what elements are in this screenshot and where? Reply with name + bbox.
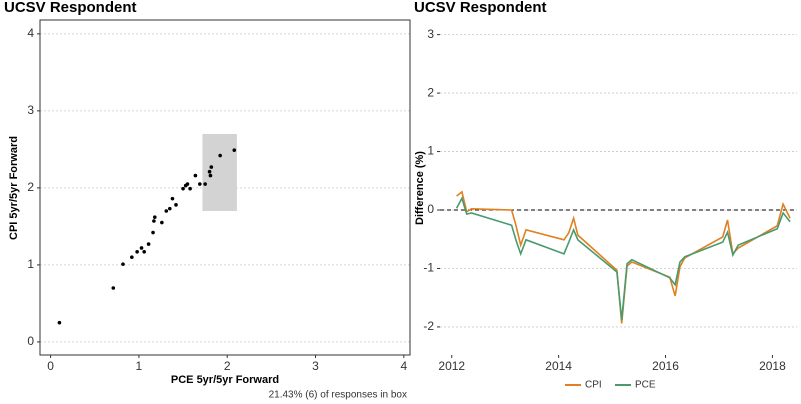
point	[139, 246, 144, 250]
y-axis-title: CPI 5yr/5yr Forward	[8, 136, 20, 240]
x-tick-label: 2018	[759, 359, 786, 373]
point	[208, 173, 213, 178]
point	[193, 173, 198, 178]
point	[209, 165, 214, 169]
x-tick-label: 4	[400, 359, 407, 373]
point	[160, 220, 164, 225]
y-tick-label: 3	[427, 27, 434, 41]
y-tick-label: 2	[427, 85, 434, 99]
point	[174, 203, 178, 207]
point	[170, 196, 175, 201]
y-tick-label: 1	[27, 257, 34, 271]
point	[151, 230, 155, 235]
legend-label: CPI	[585, 380, 602, 391]
point	[121, 262, 125, 266]
x-tick-label: 3	[312, 359, 319, 373]
y-tick-label: 3	[27, 103, 34, 117]
x-tick-label: 2014	[545, 359, 572, 373]
point	[57, 320, 62, 325]
point	[164, 209, 169, 213]
highlight-box	[202, 133, 237, 211]
panel-border	[39, 19, 411, 356]
point	[142, 250, 147, 254]
chart-title: UCSV Respondent	[414, 0, 547, 16]
point	[203, 182, 207, 186]
point	[188, 186, 192, 191]
point	[111, 286, 116, 290]
y-axis-title: Difference (%)	[414, 151, 426, 225]
x-tick-label: 2	[224, 359, 231, 373]
x-tick-label: 2016	[652, 359, 679, 373]
point	[146, 242, 151, 246]
y-tick-label: -2	[423, 319, 434, 333]
point	[232, 148, 237, 152]
point	[130, 255, 134, 259]
point	[218, 153, 222, 158]
y-tick-label: 0	[427, 202, 434, 216]
line	[455, 196, 791, 321]
x-tick-label: 0	[47, 359, 54, 373]
point	[198, 182, 202, 186]
point	[152, 219, 156, 223]
y-tick-label: 2	[27, 180, 34, 194]
point	[152, 215, 157, 219]
point	[207, 169, 212, 174]
x-tick-label: 2012	[438, 359, 465, 373]
line	[456, 190, 791, 324]
x-axis-title: PCE 5yr/5yr Forward	[171, 374, 279, 386]
point	[181, 186, 185, 191]
y-tick-label: 1	[427, 144, 434, 158]
x-tick-label: 1	[136, 359, 143, 373]
point	[135, 250, 139, 254]
y-tick-label: -1	[423, 261, 434, 275]
y-tick-label: 4	[27, 26, 34, 40]
note: 21.43% (6) of responses in box	[269, 390, 407, 401]
point	[168, 206, 172, 211]
legend-label: PCE	[635, 380, 656, 391]
point	[185, 182, 190, 186]
chart-title: UCSV Respondent	[4, 0, 137, 16]
y-tick-label: 0	[27, 334, 34, 348]
